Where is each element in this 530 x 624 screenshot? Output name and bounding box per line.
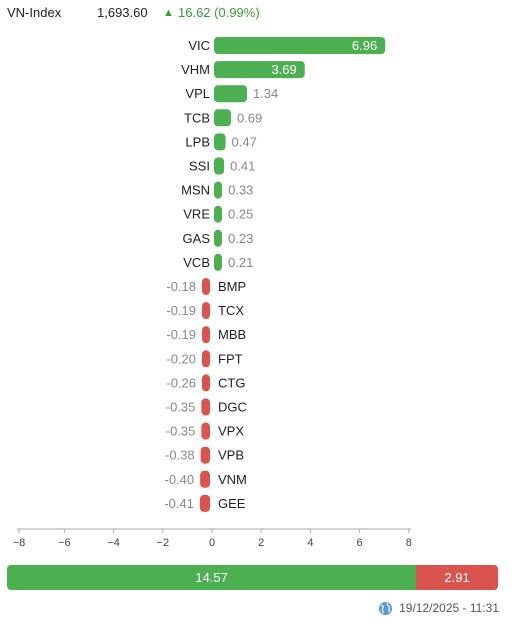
x-tick-label: −6 [58,537,71,549]
category-label-vre: VRE [183,207,210,222]
category-label-vpb: VPB [218,448,244,463]
x-tick-label: −2 [157,537,170,549]
x-tick-label: 4 [307,537,313,549]
category-label-bmp: BMP [218,279,246,294]
category-label-ctg: CTG [218,375,245,390]
category-label-gee: GEE [218,496,246,511]
value-label-tcx: -0.19 [166,303,196,318]
value-label-vcb: 0.21 [228,255,253,270]
bar-vre [214,205,222,223]
value-label-mbb: -0.19 [166,327,196,342]
bar-fpt [202,350,210,368]
value-label-msn: 0.33 [228,183,253,198]
bar-vnm [200,470,210,488]
market-breadth-bar: 14.57 2.91 [7,565,498,590]
value-label-ssi: 0.41 [230,159,255,174]
value-label-dgc: -0.35 [166,400,196,415]
gainers-segment: 14.57 [7,565,417,590]
bar-bmp [202,278,210,295]
value-label-vpx: -0.35 [166,424,196,439]
value-label-gee: -0.41 [164,496,194,511]
value-label-gas: 0.23 [228,231,253,246]
index-value: 1,693.60 [97,5,148,20]
bar-vhm [214,61,305,79]
x-tick-label: −4 [107,537,120,549]
index-change: 16.62 (0.99%) [178,5,260,20]
bar-ssi [214,157,225,175]
category-label-gas: GAS [183,231,211,246]
x-tick-label: 6 [357,537,363,549]
category-label-fpt: FPT [218,351,243,366]
category-label-mbb: MBB [218,327,246,342]
x-tick-label: 8 [406,537,412,549]
timestamp-text: 19/12/2025 - 11:31 [399,601,499,615]
value-label-vpb: -0.38 [165,448,195,463]
category-label-vpl: VPL [185,86,210,101]
bar-dgc [201,398,210,416]
category-label-lpb: LPB [185,134,210,149]
category-label-tcx: TCX [218,303,244,318]
bar-vpx [201,422,210,440]
bar-vic [214,37,386,54]
bar-tcx [202,302,210,320]
category-label-vic: VIC [188,38,210,53]
globe-icon [379,601,393,615]
value-label-vre: 0.25 [228,207,253,222]
up-arrow-icon: ▲ [163,7,174,19]
bar-vpb [200,446,210,464]
value-label-vnm: -0.40 [165,472,195,487]
category-label-vpx: VPX [218,424,244,439]
bar-lpb [214,133,226,151]
category-label-vnm: VNM [218,472,247,487]
category-label-tcb: TCB [184,110,210,125]
category-label-vhm: VHM [181,62,210,77]
x-tick-label: 0 [209,537,215,549]
bar-vcb [214,253,222,271]
category-label-dgc: DGC [218,400,247,415]
value-label-bmp: -0.18 [166,279,196,294]
bar-gas [214,229,222,247]
bar-ctg [202,374,210,392]
contribution-bar-chart: VIC 6.96 VHM 3.69 VPL 1.34 TCB 0.69 LPB 0.47 SSI 0.… [13,37,412,549]
value-label-fpt: -0.20 [166,351,196,366]
value-label-ctg: -0.26 [166,375,196,390]
bar-mbb [202,326,210,344]
bar-gee [199,494,210,512]
value-label-vhm: 3.69 [271,62,296,77]
category-label-msn: MSN [181,183,210,198]
category-label-vcb: VCB [183,255,210,270]
bar-tcb [214,109,231,127]
x-tick-label: −8 [13,537,26,549]
x-tick-label: 2 [258,537,264,549]
value-label-tcb: 0.69 [237,110,262,125]
update-timestamp: 19/12/2025 - 11:31 [378,599,499,617]
category-label-ssi: SSI [189,159,210,174]
bar-vpl [214,85,247,103]
value-label-vic: 6.96 [352,38,377,53]
index-name: VN-Index [7,5,62,20]
bar-msn [214,181,223,199]
value-label-lpb: 0.47 [232,134,257,149]
value-label-vpl: 1.34 [253,86,278,101]
losers-segment: 2.91 [416,565,498,590]
index-header: VN-Index 1,693.60 ▲ 16.62 (0.99%) [7,4,507,22]
